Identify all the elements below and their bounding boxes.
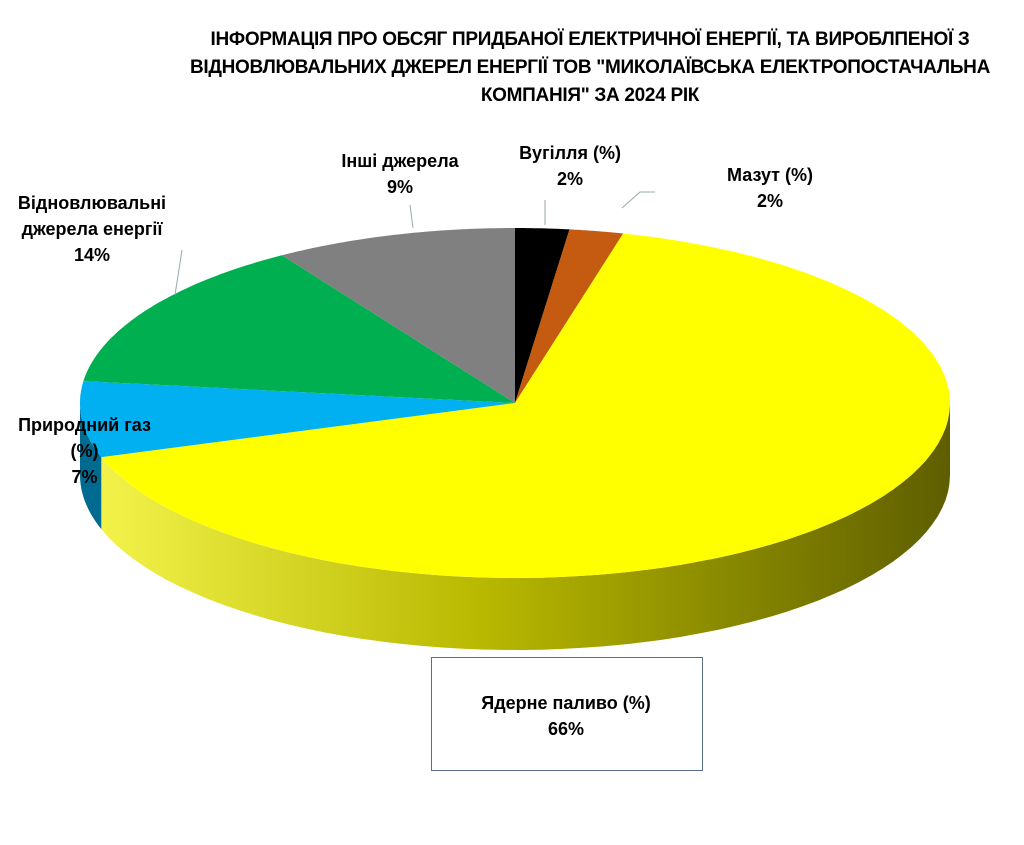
leader-line-fuel-oil [621,191,655,209]
data-label-fuel-oil: Мазут (%) 2% [710,162,830,214]
pie-slice-4 [83,255,516,403]
pie-slice-1 [515,229,624,403]
slice-label: Ядерне паливо (%) [481,693,651,713]
slice-value: 66% [547,719,585,739]
chart-title: ІНФОРМАЦІЯ ПРО ОБСЯГ ПРИДБАНОЇ ЕЛЕКТРИЧН… [189,29,991,106]
pie-slice-5 [281,228,515,403]
data-label-natural-gas: Природний газ (%) 7% [2,412,167,490]
data-label-coal: Вугілля (%) 2% [505,140,635,192]
slice-value: 14% [73,245,111,265]
slice-label: Вугілля (%) [519,143,621,163]
slice-label: Відновлювальні джерела енергії [17,193,167,239]
slice-label: Мазут (%) [727,165,813,185]
pie-slice-side-3 [80,403,102,530]
slice-value: 2% [756,191,783,211]
data-label-other: Інші джерела 9% [315,148,485,200]
pie-slice-2 [101,233,951,578]
slice-value: 7% [71,467,98,487]
data-label-nuclear: Ядерне паливо (%) 66% [431,690,701,742]
slice-label: Природний газ (%) [18,415,151,461]
pie-slice-0 [515,228,570,403]
leader-line-renewables [174,249,183,296]
pie-slice-3 [80,381,515,458]
pie-slice-side-2 [101,403,951,650]
slice-value: 2% [556,169,583,189]
label-box-nuclear [431,657,703,771]
data-label-renewables: Відновлювальні джерела енергії 14% [2,190,182,268]
slice-value: 9% [386,177,413,197]
slice-label: Інші джерела [341,151,459,171]
leader-line-other [409,204,414,229]
